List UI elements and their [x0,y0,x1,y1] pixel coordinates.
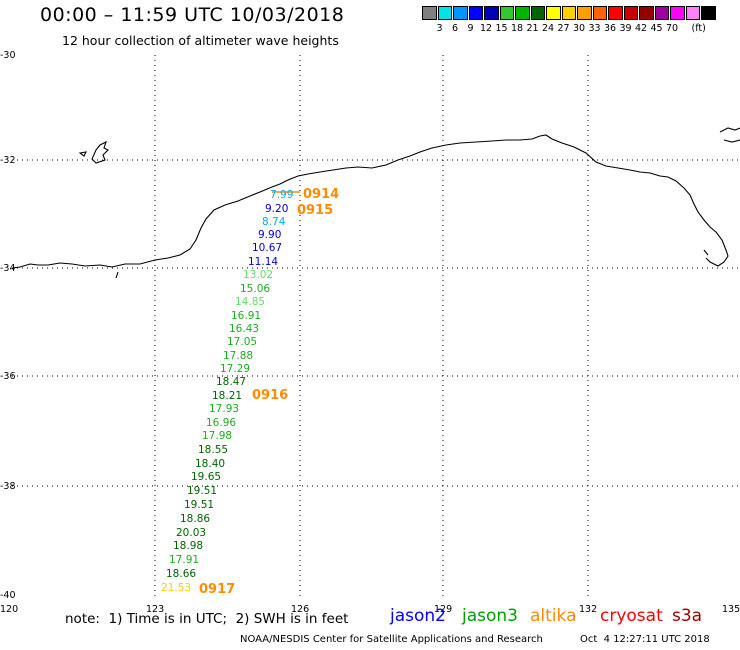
legend-swatch [701,6,716,20]
pass-time-label: 0917 [199,582,236,597]
legend-label: 21 [526,23,539,34]
wave-height-value: 9.90 [258,229,282,241]
coastline [11,127,740,279]
wave-height-value: 18.98 [173,540,204,552]
wave-height-value: 18.40 [195,458,226,470]
lat-label: -32 [0,155,16,166]
satellite-s3a: s3a [672,606,703,626]
legend-swatch [453,6,468,20]
legend-label: 15 [495,23,508,34]
legend-label: 24 [541,23,555,34]
wave-height-value: 19.51 [187,485,218,497]
legend-swatch [654,6,670,20]
lon-label: 129 [434,604,453,615]
legend-swatch [515,6,530,20]
wave-height-value: 16.91 [231,310,262,322]
legend-swatch [546,6,561,20]
wave-height-value: 18.66 [166,568,197,580]
legend-label: 9 [467,23,474,34]
wave-height-value: 18.86 [180,513,211,525]
legend-label: 42 [634,23,648,34]
legend-label: 27 [557,23,570,34]
wave-height-value: 20.03 [176,527,207,539]
legend-swatch [530,6,546,20]
wave-height-value: 17.91 [169,554,200,566]
graticule [12,55,740,600]
lon-label: 123 [146,604,165,615]
wave-height-value: 8.74 [262,216,286,228]
legend-swatch [608,6,623,20]
legend-label: 12 [479,23,493,34]
legend-swatch [499,6,515,20]
legend-label: 45 [650,23,663,34]
wave-height-value: 17.29 [220,363,251,375]
pass-time-label: 0916 [252,388,289,403]
legend-swatch [639,6,654,20]
wave-height-value: 18.55 [198,444,229,456]
legend-label: 70 [665,23,679,34]
lon-label: 132 [579,604,598,615]
wave-height-value: 11.14 [248,256,279,268]
wave-height-value: 19.51 [184,499,215,511]
wave-height-value: 17.05 [227,336,258,348]
legend-swatch [437,6,453,20]
legend-swatch [561,6,577,20]
legend-label: 33 [588,23,601,34]
wave-height-value: 16.96 [206,417,237,429]
wave-height-value: 18.47 [216,376,247,388]
credit-line: NOAA/NESDIS Center for Satellite Applica… [240,634,543,645]
wave-height-value: 15.06 [240,283,271,295]
lat-label: -36 [0,371,16,382]
lon-label: 135 [722,604,740,615]
lat-label: -38 [0,481,16,492]
legend-swatch [484,6,499,20]
legend-label: 39 [619,23,632,34]
wave-height-value: 14.85 [235,296,266,308]
legend-swatch [422,6,437,20]
satellite-jason3: jason3 [462,606,518,626]
wave-height-value: 13.02 [243,269,274,281]
wave-height-value: 10.67 [252,242,283,254]
legend-swatch [468,6,484,20]
legend-label: 6 [451,23,459,34]
legend-label: 36 [603,23,617,34]
lat-label: -34 [0,263,16,274]
footer-note: note: 1) Time is in UTC; 2) SWH is in fe… [65,611,349,627]
legend-label: 3 [436,23,443,34]
satellite-jason2: jason2 [390,606,446,626]
wave-height-value: 9.20 [265,203,289,215]
wave-height-value: 17.88 [223,350,254,362]
lon-label: 126 [291,604,310,615]
legend-swatch [623,6,639,20]
map-title: 00:00 – 11:59 UTC 10/03/2018 [40,4,345,26]
wave-height-value: 19.65 [191,471,222,483]
satellite-altika: altika [530,606,577,626]
wave-height-value: 17.93 [209,403,240,415]
pass-time-label: 0914 [303,187,340,202]
legend-label: 18 [510,23,524,34]
legend-label: 30 [572,23,586,34]
legend-swatch [592,6,608,20]
legend-unit: (ft) [691,23,706,34]
lat-label: -40 [0,590,16,601]
wave-height-value: 18.21 [212,390,243,402]
satellite-cryosat: cryosat [600,606,663,626]
wave-height-value: 16.43 [229,323,260,335]
map-subtitle: 12 hour collection of altimeter wave hei… [62,33,339,48]
generated-timestamp: Oct 4 12:27:11 UTC 2018 [580,634,710,645]
wave-height-value: 7.99 [270,189,294,201]
lon-label: 120 [0,604,19,615]
lat-label: -30 [0,50,16,61]
legend-swatch [670,6,685,20]
wave-height-value: 17.98 [202,430,233,442]
legend-swatch [685,6,701,20]
legend-swatch [577,6,592,20]
pass-time-label: 0915 [297,203,334,218]
wave-height-value: 21.53 [161,582,192,594]
